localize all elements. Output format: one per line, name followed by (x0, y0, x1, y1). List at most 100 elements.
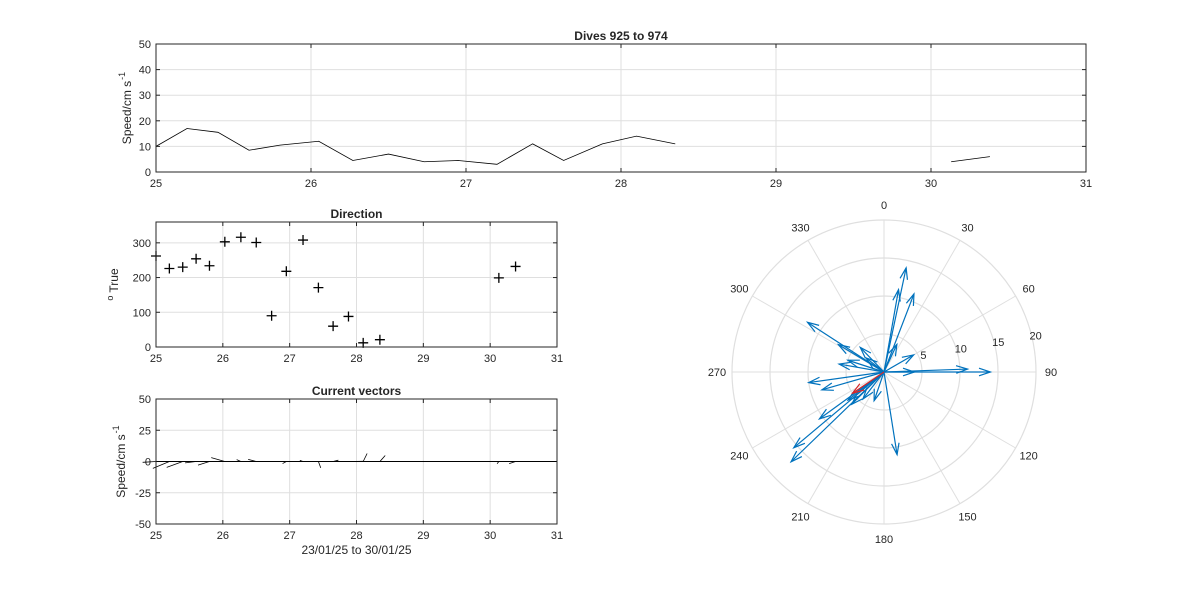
x-tick-label: 25 (150, 530, 162, 542)
current-vector (166, 461, 183, 468)
x-tick-label: 30 (925, 178, 937, 190)
current-vector (362, 453, 368, 462)
current-vector (142, 461, 157, 463)
polar-radius-label: 10 (955, 343, 967, 355)
compass-vector (883, 342, 898, 373)
polar-radius-label: 20 (1030, 330, 1042, 342)
x-tick-label: 28 (615, 178, 627, 190)
direction-point (493, 272, 504, 283)
x-tick-label: 26 (217, 530, 229, 542)
compass-vector-head (899, 266, 909, 280)
x-tick-label: 28 (350, 353, 362, 365)
current-vector (379, 455, 386, 462)
y-tick-label: 0 (145, 167, 151, 179)
direction-point (266, 310, 277, 321)
compass-vector-shaft (883, 354, 914, 373)
chart-title: Direction (330, 207, 382, 221)
compass-vector-head (806, 376, 821, 386)
y-tick-label: 30 (139, 90, 151, 102)
speed-line-segment (951, 156, 990, 163)
direction-point (177, 262, 188, 273)
chart-title: Dives 925 to 974 (574, 29, 668, 43)
compass-vector (873, 371, 885, 403)
x-tick-label: 27 (284, 353, 296, 365)
direction-point (313, 282, 324, 293)
compass-vector-head (817, 408, 832, 421)
compass-vector-head (892, 287, 901, 302)
y-axis-label-text: Speed/cm s (120, 81, 134, 144)
speed-line-segment (155, 128, 676, 165)
compass-vector-shaft (808, 371, 885, 384)
compass-panel: 5 10 15 20 0 30 60 90 120 150 180 210 240 270 300 330 (708, 200, 1057, 546)
y-axis-label-text: True (107, 268, 121, 293)
compass-vector (861, 371, 885, 401)
current-vector (236, 459, 242, 462)
direction-panel: 25 26 27 28 29 30 31 0 100 200 300 Direction o True (105, 207, 563, 365)
compass-vector (792, 371, 885, 449)
x-tick-label: 25 (150, 353, 162, 365)
compass-vector (850, 371, 885, 406)
current-vector (185, 461, 197, 464)
direction-point (251, 237, 262, 248)
current-vector (333, 459, 339, 462)
compass-vector (806, 371, 885, 386)
x-axis-label: 23/01/25 to 30/01/25 (301, 543, 411, 557)
polar-ring (769, 257, 999, 487)
compass-vector-head (978, 367, 993, 377)
compass-vector-head (901, 353, 916, 365)
x-tick-label: 26 (305, 178, 317, 190)
compass-vector (846, 359, 885, 373)
compass-vector-head (789, 450, 803, 464)
y-tick-label: 50 (139, 394, 151, 406)
compass-vector-shaft (883, 344, 898, 373)
y-tick-label: 20 (139, 116, 151, 128)
mean-vector-head (850, 383, 865, 395)
direction-point (328, 321, 339, 332)
compass-vector-shaft (865, 357, 885, 373)
y-axis-label-superscript: o (105, 296, 115, 301)
current-vector (197, 461, 210, 466)
compass-vector-shaft (873, 371, 885, 401)
y-tick-label: 200 (133, 273, 151, 285)
compass-vector (883, 371, 900, 457)
current-vector (509, 461, 516, 465)
polar-angle-label: 300 (730, 284, 748, 296)
y-tick-label: 40 (139, 65, 151, 77)
x-tick-label: 26 (217, 353, 229, 365)
direction-point (374, 334, 385, 345)
direction-point (281, 266, 292, 277)
current-vectors-panel: 25 26 27 28 29 30 31 -50 -25 0 25 50 Current vectors… (111, 384, 563, 557)
compass-vector (884, 367, 993, 377)
polar-angle-label: 180 (875, 534, 893, 546)
compass-vector (836, 343, 885, 373)
x-tick-label: 31 (1080, 178, 1092, 190)
direction-point (235, 232, 246, 243)
polar-angle-label: 330 (791, 222, 809, 234)
compass-vector-head (888, 342, 898, 357)
mean-vector-shaft (852, 371, 885, 394)
polar-radius-label: 5 (920, 350, 926, 362)
direction-point (343, 311, 354, 322)
x-tick-label: 29 (417, 353, 429, 365)
compass-vector-head (792, 437, 806, 449)
current-vector (211, 457, 225, 462)
y-tick-label: 10 (139, 141, 151, 153)
compass-vector-head (873, 388, 882, 403)
y-tick-label: 100 (133, 307, 151, 319)
y-axis-label: o True (105, 268, 121, 301)
y-axis-label: Speed/cm s-1 (117, 72, 134, 144)
x-tick-label: 27 (284, 530, 296, 542)
compass-vector-head (820, 382, 834, 391)
y-tick-label: 0 (145, 342, 151, 354)
polar-angle-label: 30 (961, 222, 973, 234)
compass-vector-shaft (883, 293, 915, 373)
x-tick-label: 25 (150, 178, 162, 190)
y-tick-label: 50 (139, 39, 151, 51)
polar-angle-label: 240 (730, 451, 748, 463)
plot-frame (155, 43, 1087, 173)
direction-point (204, 260, 215, 271)
y-tick-label: 300 (133, 238, 151, 250)
mean-vector (850, 371, 885, 395)
speed-panel: 25 26 27 28 29 30 31 0 10 20 30 40 50 Dives 925 to 97… (117, 29, 1092, 190)
